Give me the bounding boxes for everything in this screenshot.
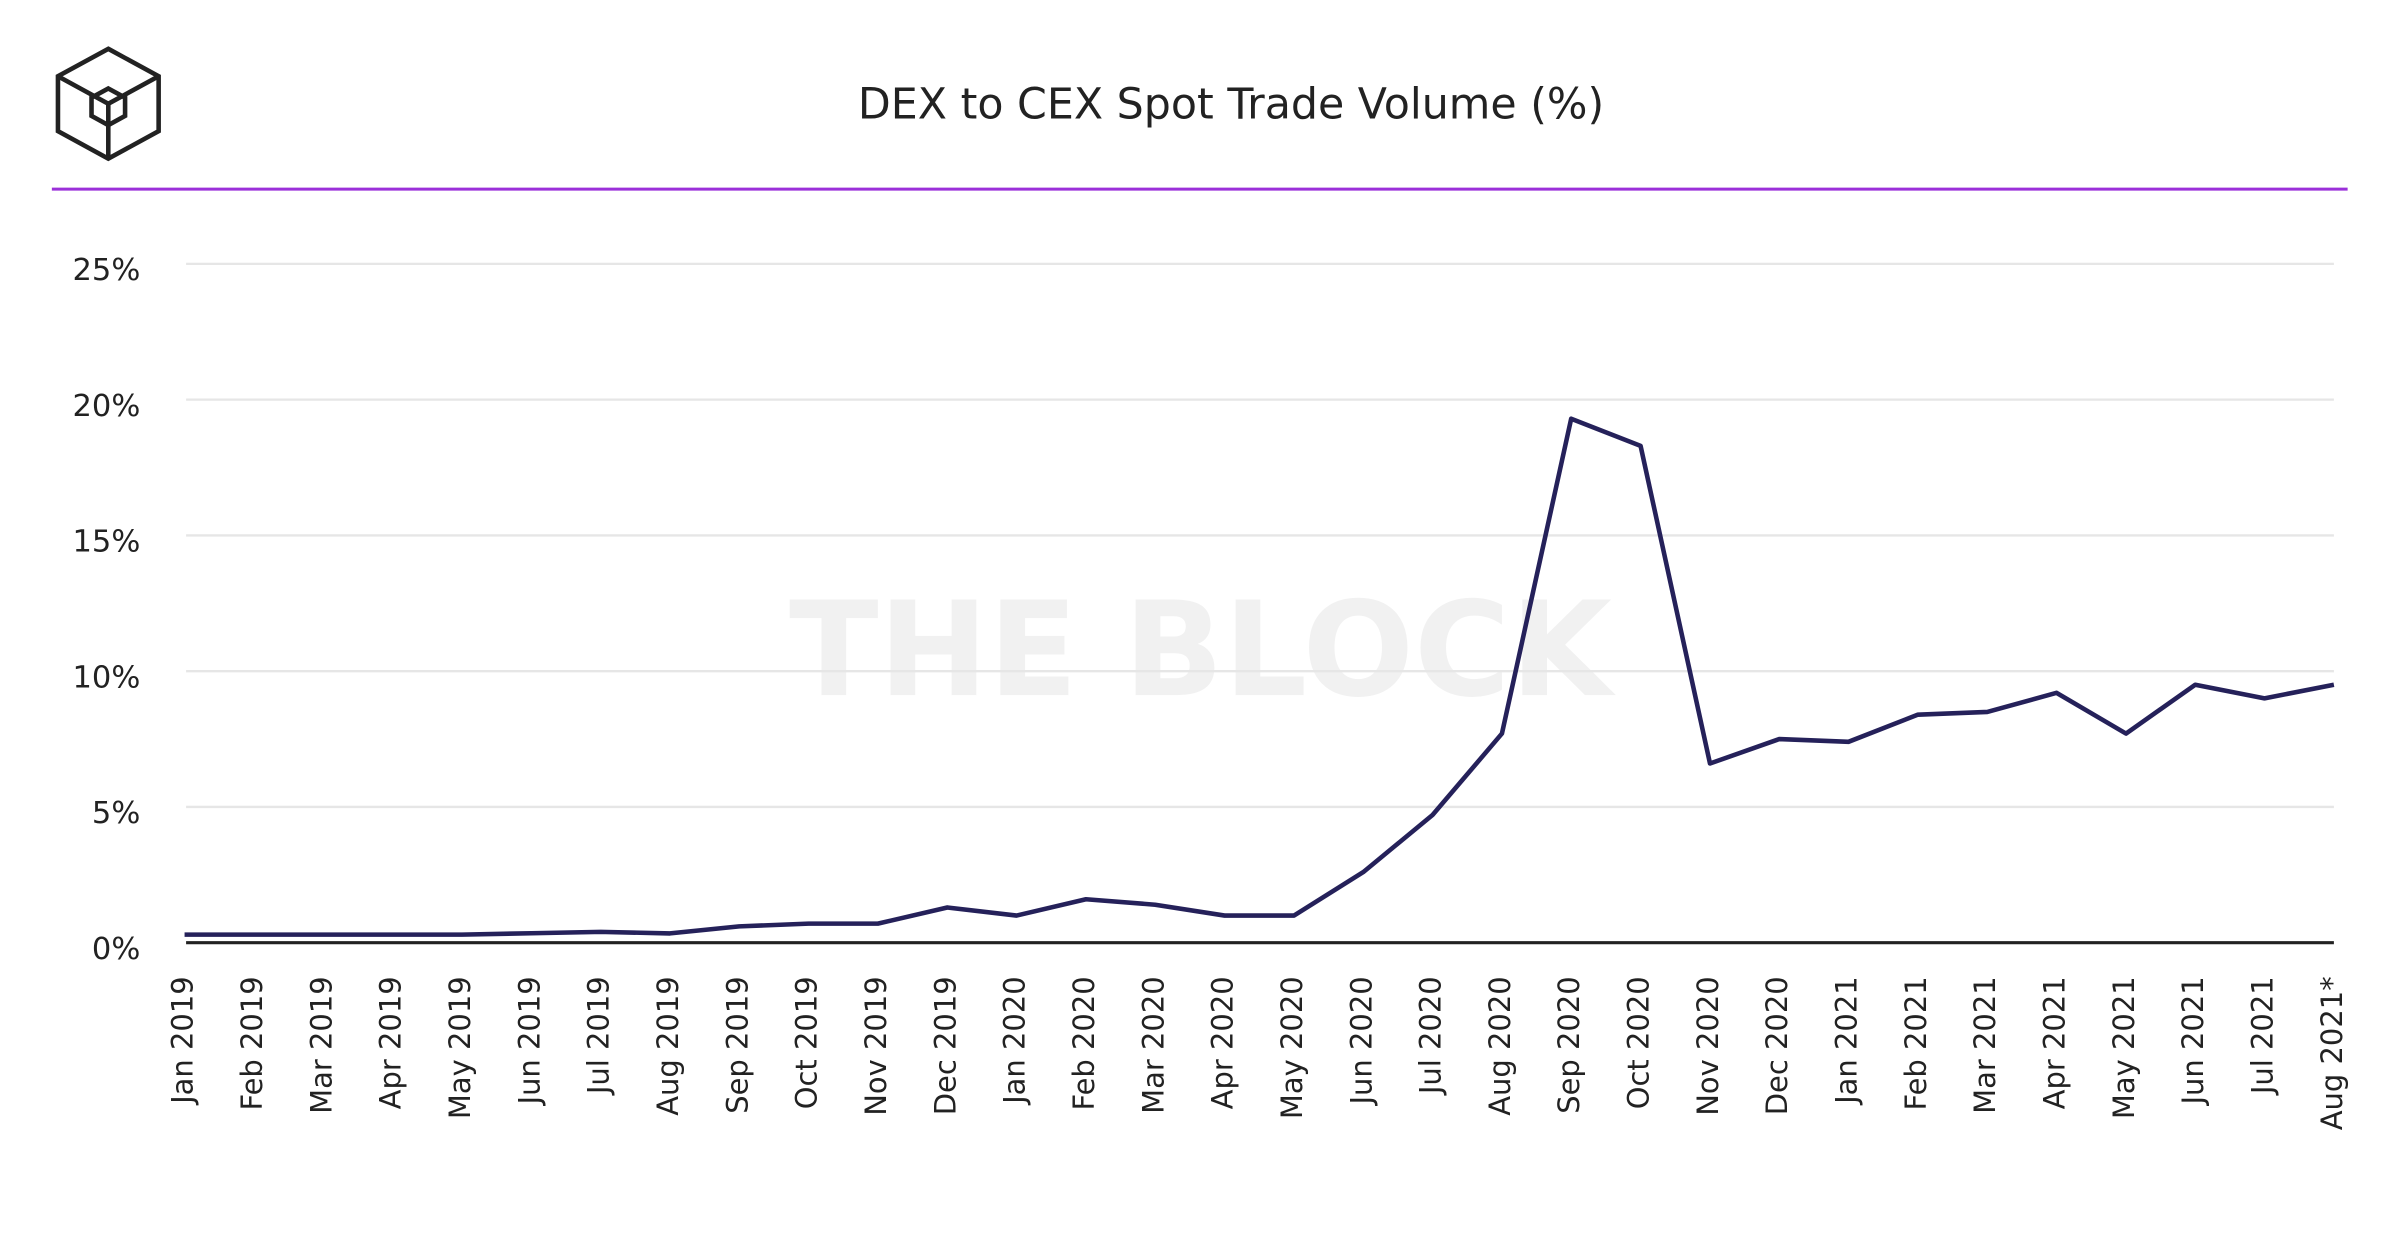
x-tick-label: Sep 2019 [720,976,754,1114]
chart-title: DEX to CEX Spot Trade Volume (%) [858,79,1604,129]
logo [55,46,161,162]
x-tick-label: Aug 2019 [651,976,685,1115]
x-tick-label: Apr 2021 [2038,976,2072,1109]
y-tick-label: 15% [73,525,141,560]
x-tick-label: Nov 2019 [859,976,893,1115]
x-tick-label: Oct 2019 [790,976,824,1109]
x-tick-label: Sep 2020 [1552,976,1586,1114]
watermark: THE BLOCK [789,573,1616,726]
x-tick-label: Jun 2019 [512,976,546,1106]
x-tick-label: Dec 2020 [1760,976,1794,1115]
x-tick-label: May 2020 [1275,976,1309,1119]
x-tick-label: Jan 2019 [166,976,200,1106]
data-line [184,416,2335,937]
x-tick-label: Mar 2021 [1968,976,2002,1114]
x-tick-label: May 2019 [443,976,477,1119]
x-tick-label: Dec 2019 [928,976,962,1115]
x-tick-label: Aug 2021* [2315,976,2349,1130]
y-tick-label: 5% [92,796,140,831]
x-tick-label: Oct 2020 [1622,976,1656,1109]
x-tick-label: Mar 2020 [1136,976,1170,1114]
x-tick-label: Jul 2019 [582,976,616,1096]
x-tick-label: Feb 2019 [235,976,269,1110]
x-tick-label: May 2021 [2107,976,2141,1119]
x-tick-label: Jul 2020 [1414,976,1448,1096]
y-tick-label: 0% [92,932,140,967]
y-tick-label: 25% [73,253,141,288]
x-tick-label: Apr 2020 [1206,976,1240,1109]
x-tick-label: Jun 2020 [1344,976,1378,1106]
x-tick-label: Jan 2021 [1830,976,1864,1106]
x-tick-label: Apr 2019 [374,976,408,1109]
x-tick-label: Aug 2020 [1483,976,1517,1116]
x-tick-label: Nov 2020 [1691,976,1725,1115]
x-tick-label: Jul 2021 [2246,976,2280,1096]
x-tick-label: Feb 2021 [1899,976,1933,1110]
x-tick-label: Feb 2020 [1067,976,1101,1110]
x-tick-label: Mar 2019 [304,976,338,1114]
y-tick-label: 10% [73,660,141,695]
y-tick-label: 20% [73,389,141,424]
x-tick-label: Jan 2020 [998,976,1032,1106]
x-tick-label: Jun 2021 [2176,976,2210,1106]
